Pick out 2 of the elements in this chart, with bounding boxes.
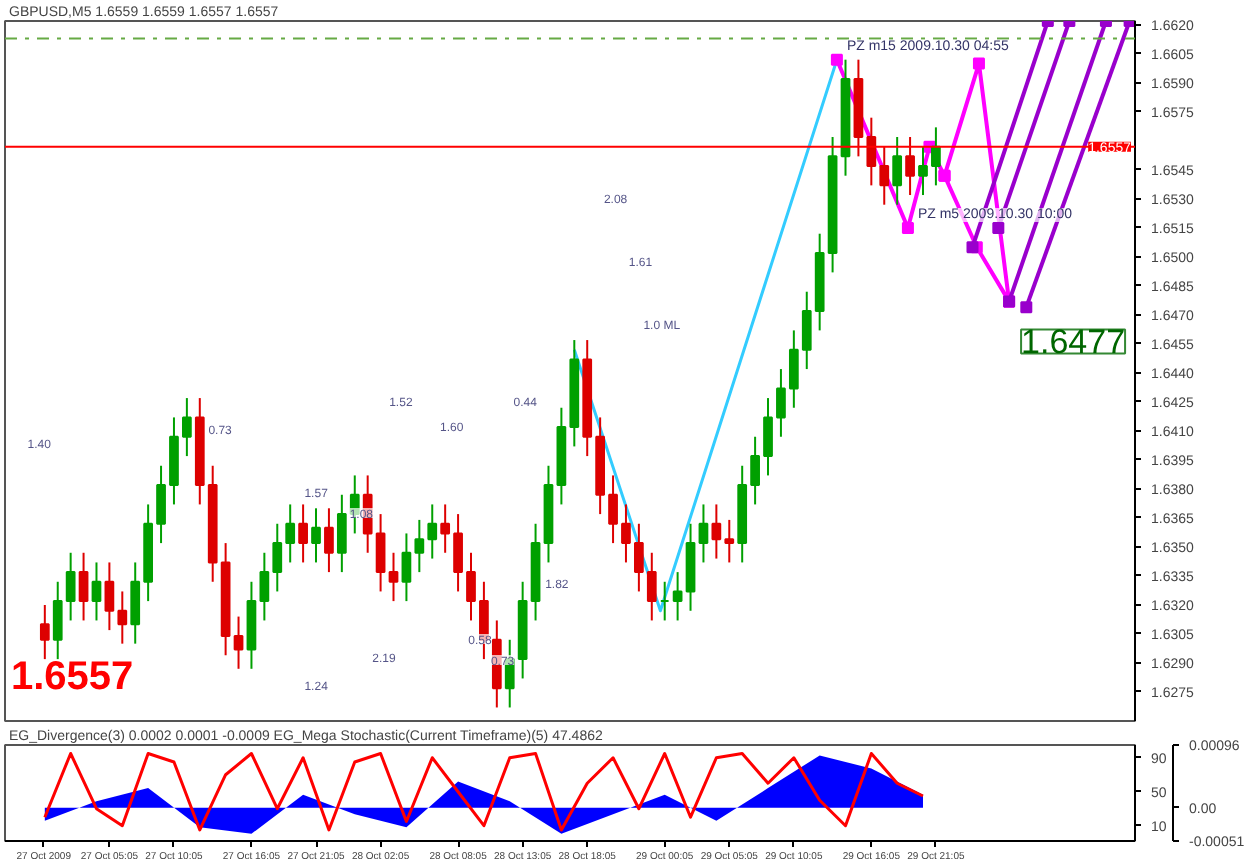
data-label: 1.6477 <box>1021 323 1126 362</box>
annotation: 1.6557 <box>11 655 134 699</box>
